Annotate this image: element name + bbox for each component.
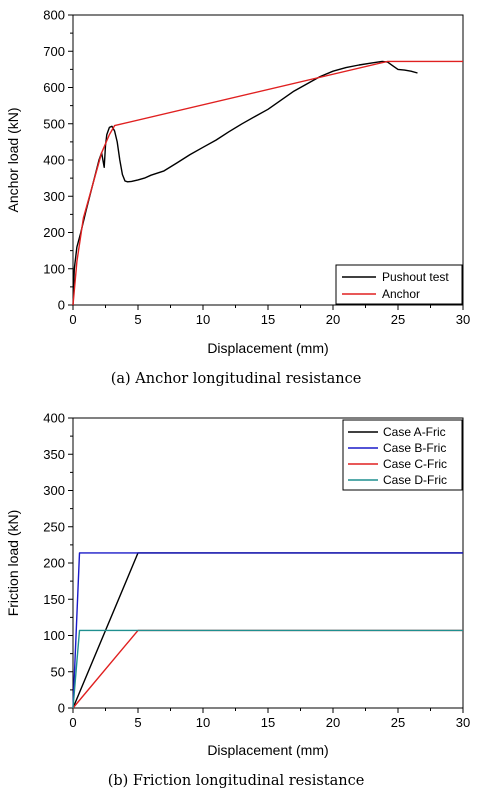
y-tick-label: 200 [43, 556, 65, 571]
caption-a: (a) Anchor longitudinal resistance [111, 371, 362, 387]
y-tick-label: 800 [43, 8, 65, 23]
x-axis-label: Displacement (mm) [207, 340, 328, 356]
y-tick-label: 200 [43, 225, 65, 240]
legend-box [335, 264, 463, 305]
series-lines [72, 552, 463, 709]
legend-label-anchor: Anchor [382, 287, 420, 301]
y-tick-label: 300 [43, 189, 65, 204]
legend-label-case-a: Case A-Fric [383, 425, 446, 439]
series-line-anchor [72, 60, 463, 306]
series-line-case-c-fric [72, 629, 463, 709]
series-lines [72, 60, 463, 306]
x-tick-label: 10 [196, 312, 210, 327]
x-tick-label: 30 [456, 715, 470, 730]
x-tick-label: 20 [326, 312, 340, 327]
x-tick-label: 10 [196, 715, 210, 730]
y-tick-label: 0 [58, 298, 65, 313]
y-tick-label: 300 [43, 483, 65, 498]
y-tick-label: 100 [43, 261, 65, 276]
y-tick-label: 400 [43, 153, 65, 168]
legend-label-pushout-test: Pushout test [382, 270, 449, 284]
y-tick-label: 600 [43, 80, 65, 95]
x-tick-label: 15 [261, 715, 275, 730]
series-line-case-d-fric [72, 629, 463, 709]
legend-label-case-b: Case B-Fric [383, 441, 446, 455]
x-tick-label: 5 [134, 312, 141, 327]
x-tick-label: 25 [391, 715, 405, 730]
x-tick-label: 15 [261, 312, 275, 327]
caption-b: (b) Friction longitudinal resistance [108, 773, 365, 789]
y-tick-label: 150 [43, 592, 65, 607]
series-line-case-b-fric [72, 552, 463, 709]
x-tick-label: 20 [326, 715, 340, 730]
x-axis-label: Displacement (mm) [207, 742, 328, 758]
y-tick-label: 100 [43, 628, 65, 643]
y-tick-label: 700 [43, 44, 65, 59]
legend: Case A-Fric Case B-Fric Case C-Fric Case… [342, 419, 463, 491]
legend-label-case-c: Case C-Fric [383, 457, 447, 471]
y-tick-label: 250 [43, 519, 65, 534]
y-tick-label: 400 [43, 411, 65, 426]
y-axis-label: Friction load (kN) [5, 510, 21, 617]
x-tick-label: 0 [69, 312, 76, 327]
x-tick-label: 30 [456, 312, 470, 327]
plot-area-frame [72, 14, 464, 306]
x-tick-label: 0 [69, 715, 76, 730]
y-tick-label: 500 [43, 116, 65, 131]
y-tick-label: 350 [43, 447, 65, 462]
x-tick-label: 25 [391, 312, 405, 327]
y-tick-label: 50 [51, 664, 65, 679]
y-axis-label: Anchor load (kN) [5, 107, 21, 212]
legend: Pushout test Anchor [335, 264, 463, 305]
legend-label-case-d: Case D-Fric [383, 473, 447, 487]
series-line-pushout-test [72, 60, 418, 306]
y-tick-label: 0 [58, 701, 65, 716]
x-tick-label: 5 [134, 715, 141, 730]
